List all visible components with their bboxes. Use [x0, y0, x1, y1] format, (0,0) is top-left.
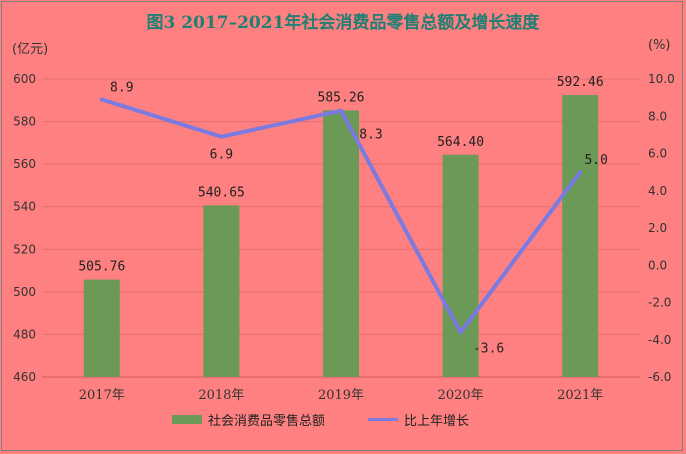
y-tick-right: 0.0 — [648, 258, 667, 272]
bar — [562, 95, 599, 377]
bar — [323, 110, 359, 377]
y-tick-left: 500 — [13, 285, 36, 299]
y-tick-right: -6.0 — [648, 370, 671, 384]
x-tick-label: 2021年 — [557, 388, 603, 403]
bar-value-label: 592.46 — [557, 75, 604, 90]
bar-value-label: 540.65 — [198, 185, 245, 200]
growth-point — [458, 330, 463, 335]
y-tick-right: 6.0 — [648, 147, 667, 161]
bar-value-label: 564.40 — [437, 135, 484, 150]
x-tick-label: 2018年 — [198, 388, 244, 403]
growth-value-label: 8.3 — [359, 128, 382, 143]
legend-label-sales: 社会消费品零售总额 — [208, 414, 326, 429]
y-tick-right: -2.0 — [648, 296, 671, 310]
left-axis-unit: (亿元) — [12, 42, 49, 57]
y-tick-left: 480 — [13, 327, 36, 341]
growth-value-label: 8.9 — [110, 80, 133, 95]
y-tick-right: 8.0 — [648, 109, 667, 123]
legend-item-growth: 比上年增长 — [368, 410, 469, 429]
y-tick-right: -4.0 — [648, 333, 671, 347]
chart-title: 图3 2017–2021年社会消费品零售总额及增长速度 — [146, 13, 540, 33]
legend-item-sales: 社会消费品零售总额 — [172, 410, 325, 429]
bar — [83, 279, 120, 377]
growth-value-label: -3.6 — [473, 341, 504, 356]
growth-value-label: 5.0 — [584, 153, 607, 168]
y-tick-left: 580 — [13, 115, 36, 129]
y-tick-right: 10.0 — [648, 72, 675, 86]
y-tick-left: 540 — [13, 200, 36, 214]
growth-point — [339, 108, 343, 113]
legend-swatch-line — [368, 418, 398, 421]
legend-label-growth: 比上年增长 — [404, 414, 470, 429]
y-tick-left: 600 — [13, 72, 36, 86]
bar — [442, 154, 479, 377]
growth-point — [99, 97, 104, 102]
bar-value-label: 505.76 — [78, 260, 125, 275]
legend: 社会消费品零售总额 比上年增长 — [0, 410, 686, 432]
bar-value-label: 585.26 — [318, 90, 365, 105]
y-tick-right: 2.0 — [648, 221, 667, 235]
x-tick-label: 2020年 — [438, 388, 484, 403]
y-tick-right: 4.0 — [648, 184, 667, 198]
bar — [203, 205, 240, 377]
growth-value-label: 6.9 — [210, 148, 233, 163]
growth-point — [578, 170, 583, 175]
growth-point — [219, 134, 224, 139]
legend-swatch-bar — [172, 415, 202, 424]
y-tick-left: 520 — [13, 242, 36, 256]
y-tick-left: 560 — [13, 157, 36, 171]
right-axis-unit: (%) — [648, 38, 671, 53]
x-tick-label: 2017年 — [79, 388, 125, 403]
y-tick-left: 460 — [13, 370, 36, 384]
x-tick-label: 2019年 — [318, 388, 364, 403]
